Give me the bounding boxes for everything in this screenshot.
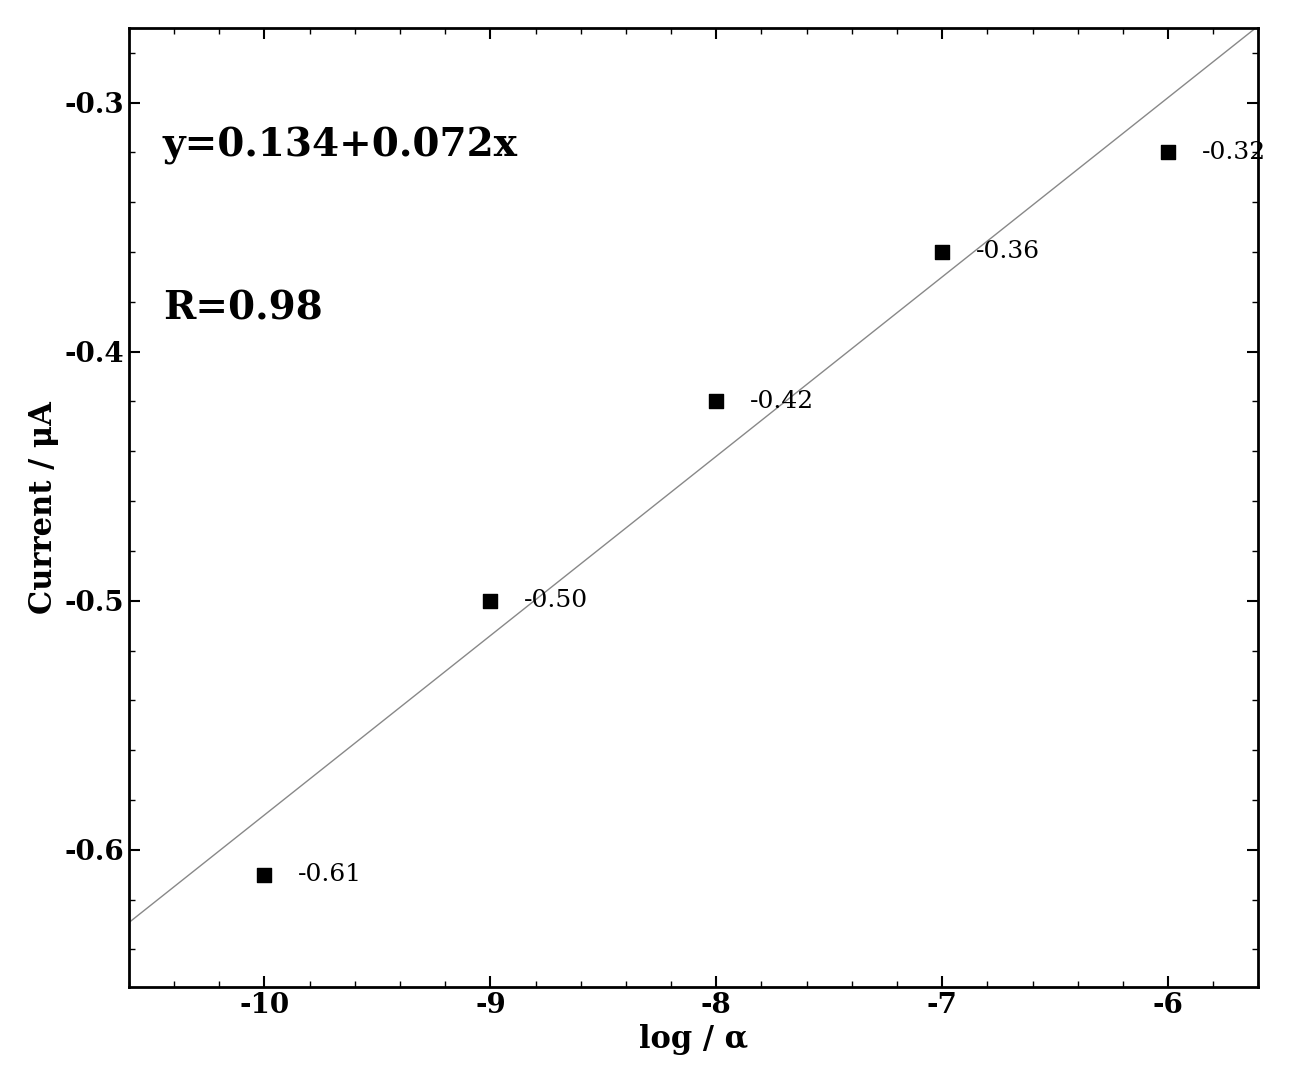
Point (254, 866, 274, 884)
Text: -0.42: -0.42 (750, 390, 814, 413)
Text: -0.50: -0.50 (524, 589, 589, 612)
Text: R=0.98: R=0.98 (162, 289, 322, 327)
Text: -0.36: -0.36 (976, 240, 1040, 263)
Point (1158, 144, 1179, 161)
Text: y=0.134+0.072x: y=0.134+0.072x (162, 128, 517, 166)
Y-axis label: Current / μA: Current / μA (27, 401, 58, 614)
Text: -0.32: -0.32 (1202, 141, 1266, 164)
Point (706, 393, 727, 410)
Point (932, 244, 953, 261)
Point (480, 592, 500, 610)
X-axis label: log / α: log / α (640, 1025, 749, 1055)
Text: -0.61: -0.61 (299, 863, 363, 886)
